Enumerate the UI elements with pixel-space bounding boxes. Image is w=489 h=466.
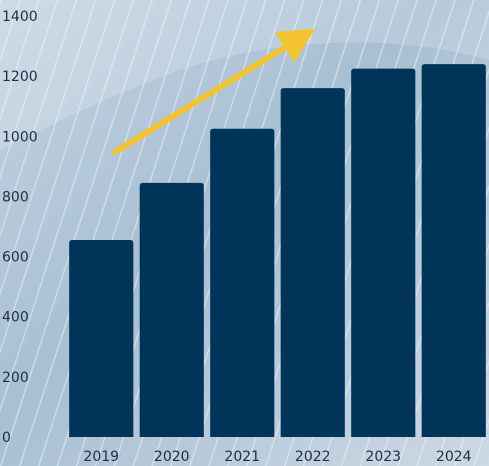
y-tick-label: 1200 — [2, 69, 38, 85]
x-tick-label: 2022 — [295, 449, 331, 465]
x-tick-label: 2023 — [365, 449, 401, 465]
y-tick-label: 400 — [2, 310, 29, 326]
y-tick-label: 600 — [2, 250, 29, 266]
x-tick-label: 2019 — [83, 449, 119, 465]
background-vignette — [0, 0, 489, 150]
x-axis-ticks: 2019 2020 2021 2022 2023 2024 — [83, 449, 471, 465]
y-tick-label: 800 — [2, 189, 29, 205]
x-tick-label: 2021 — [224, 449, 260, 465]
x-tick-label: 2024 — [436, 449, 472, 465]
y-tick-label: 0 — [2, 430, 11, 446]
trend-arrow — [112, 28, 316, 155]
bar-2024 — [421, 64, 486, 437]
y-axis-ticks: 0 200 400 600 800 1000 1200 1400 — [2, 9, 38, 446]
y-tick-label: 1000 — [2, 129, 38, 145]
x-tick-label: 2020 — [154, 449, 190, 465]
bar-2021 — [210, 128, 275, 437]
bar-2023 — [351, 68, 416, 437]
y-tick-label: 1400 — [2, 9, 38, 25]
bar-2019 — [69, 240, 134, 437]
bar-2022 — [280, 88, 345, 438]
bars — [69, 64, 486, 438]
bar-2020 — [139, 182, 204, 437]
y-tick-label: 200 — [2, 370, 29, 386]
